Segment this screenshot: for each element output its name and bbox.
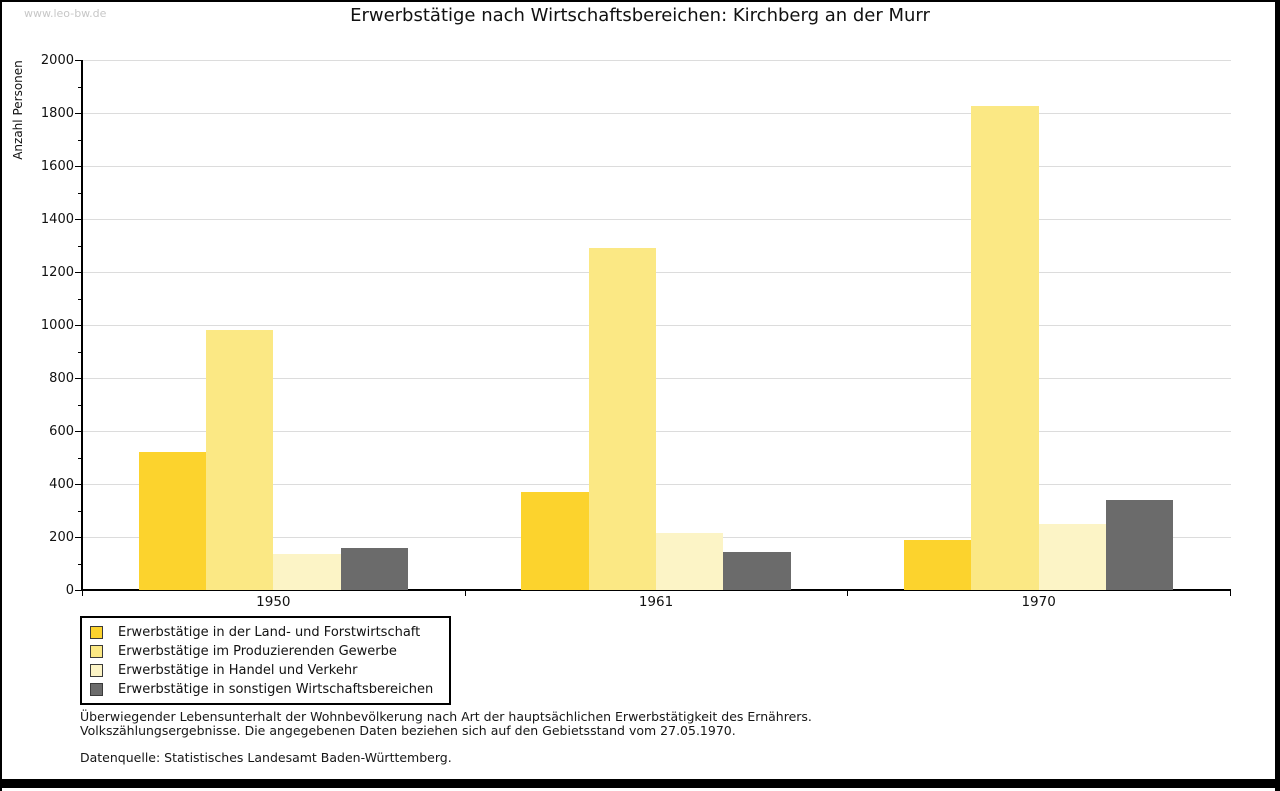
footer-note-line1: Überwiegender Lebensunterhalt der Wohnbe…	[80, 709, 812, 724]
y-major-tick-1200	[75, 272, 82, 273]
legend-label-2: Erwerbstätige im Produzierenden Gewerbe	[118, 644, 397, 659]
legend-item-2: Erwerbstätige im Produzierenden Gewerbe	[90, 642, 439, 661]
bar-1961-series-1	[521, 491, 589, 590]
frame-border-right	[1275, 0, 1280, 791]
x-category-label-1961: 1961	[638, 594, 674, 610]
y-major-tick-1800	[75, 113, 82, 114]
bar-1950-series-4	[340, 547, 408, 590]
y-major-tick-400	[75, 484, 82, 485]
legend-swatch-4	[90, 683, 103, 696]
bar-1970-series-2	[971, 106, 1039, 590]
y-minor-tick-100	[78, 563, 82, 565]
y-minor-tick-1900	[78, 86, 82, 88]
legend-label-1: Erwerbstätige in der Land- und Forstwirt…	[118, 625, 421, 640]
legend-swatch-2	[90, 645, 103, 658]
legend-label-4: Erwerbstätige in sonstigen Wirtschaftsbe…	[118, 682, 434, 697]
legend-swatch-1	[90, 626, 103, 639]
gridline-1800	[83, 113, 1231, 114]
watermark-url: www.leo-bw.de	[24, 7, 107, 20]
legend-swatch-3	[90, 664, 103, 677]
gridline-800	[83, 378, 1231, 379]
bar-1970-series-4	[1105, 499, 1174, 590]
y-major-tick-800	[75, 378, 82, 379]
x-tick-3	[1230, 590, 1231, 596]
gridline-1000	[83, 325, 1231, 326]
y-minor-tick-1700	[78, 139, 82, 141]
y-tick-label-400: 400	[49, 477, 74, 492]
gridline-1600	[83, 166, 1231, 167]
y-axis-line	[81, 60, 83, 591]
legend-item-1: Erwerbstätige in der Land- und Forstwirt…	[90, 623, 439, 642]
legend-item-4: Erwerbstätige in sonstigen Wirtschaftsbe…	[90, 680, 439, 699]
chart-title: Erwerbstätige nach Wirtschaftsbereichen:…	[350, 5, 930, 26]
frame-border-bottom	[0, 779, 1280, 788]
frame-border-top	[0, 0, 1280, 2]
y-tick-label-2000: 2000	[40, 53, 74, 68]
bar-1961-series-2	[588, 248, 656, 590]
y-minor-tick-1500	[78, 192, 82, 194]
y-minor-tick-700	[78, 404, 82, 406]
y-minor-tick-1100	[78, 298, 82, 300]
bar-1970-series-3	[1038, 523, 1106, 590]
y-major-tick-1400	[75, 219, 82, 220]
y-tick-label-800: 800	[49, 371, 74, 386]
y-major-tick-2000	[75, 60, 82, 61]
footer-note-line2: Volkszählungsergebnisse. Die angegebenen…	[80, 723, 736, 738]
y-minor-tick-300	[78, 510, 82, 512]
x-tick-0	[82, 590, 83, 596]
y-tick-label-1400: 1400	[40, 212, 74, 227]
y-minor-tick-900	[78, 351, 82, 353]
x-category-label-1970: 1970	[1021, 594, 1056, 610]
x-tick-2	[847, 590, 849, 596]
legend-item-3: Erwerbstätige in Handel und Verkehr	[90, 661, 439, 680]
bar-1950-series-3	[273, 554, 341, 590]
y-minor-tick-1300	[78, 245, 82, 247]
y-tick-label-1200: 1200	[40, 265, 74, 280]
gridline-2000	[83, 60, 1231, 61]
bar-1970-series-1	[904, 539, 972, 590]
footer-source: Datenquelle: Statistisches Landesamt Bad…	[80, 750, 452, 765]
y-major-tick-0	[75, 590, 82, 591]
y-tick-label-0: 0	[65, 583, 74, 598]
gridline-1400	[83, 219, 1231, 220]
gridline-400	[83, 484, 1231, 485]
y-tick-label-1800: 1800	[40, 106, 74, 121]
x-tick-1	[464, 590, 466, 596]
y-tick-label-600: 600	[49, 424, 74, 439]
x-category-label-1950: 1950	[256, 594, 291, 610]
bar-1950-series-1	[138, 452, 207, 590]
frame-border-left	[0, 0, 2, 791]
y-minor-tick-500	[78, 457, 82, 459]
gridline-600	[83, 431, 1231, 432]
y-major-tick-600	[75, 431, 82, 432]
legend: Erwerbstätige in der Land- und Forstwirt…	[80, 616, 451, 705]
bar-1950-series-2	[206, 330, 274, 590]
y-major-tick-1600	[75, 166, 82, 167]
y-tick-label-1600: 1600	[40, 159, 74, 174]
x-axis-line	[81, 589, 1231, 591]
y-major-tick-200	[75, 537, 82, 538]
bar-1961-series-4	[723, 551, 791, 590]
y-major-tick-1000	[75, 325, 82, 326]
gridline-1200	[83, 272, 1231, 273]
y-tick-label-1000: 1000	[40, 318, 74, 333]
y-tick-label-200: 200	[49, 530, 74, 545]
bar-1961-series-3	[656, 533, 724, 590]
legend-label-3: Erwerbstätige in Handel und Verkehr	[118, 663, 358, 678]
